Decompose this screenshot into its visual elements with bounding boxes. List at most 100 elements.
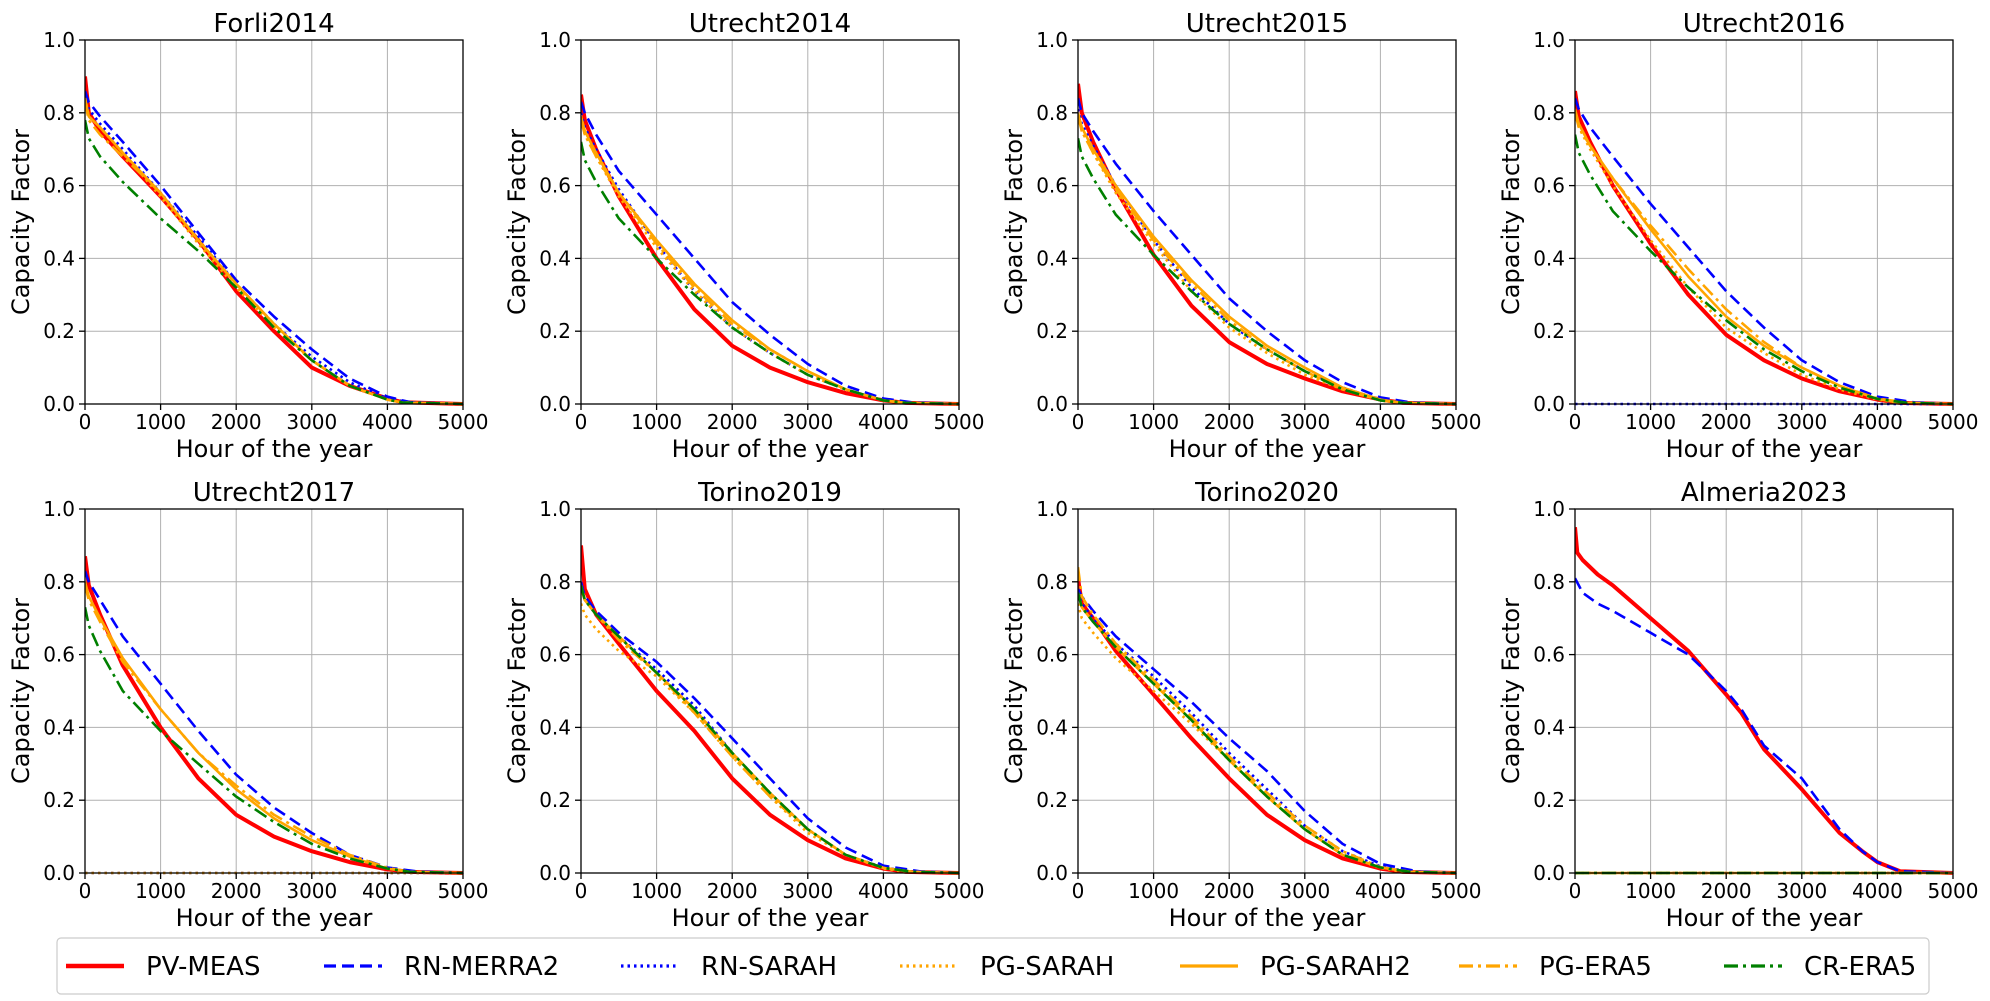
y-tick-label: 0.0 bbox=[539, 392, 571, 416]
series-group bbox=[1078, 83, 1456, 406]
x-tick-label: 0 bbox=[575, 410, 588, 434]
y-tick-label: 0.2 bbox=[539, 319, 571, 343]
series-line-pg-sarah bbox=[85, 97, 463, 406]
x-tick-label: 4000 bbox=[362, 879, 413, 903]
x-axis-label: Hour of the year bbox=[176, 904, 373, 932]
x-tick-label: 3000 bbox=[782, 410, 833, 434]
y-axis-label: Capacity Factor bbox=[503, 598, 531, 784]
y-tick-label: 1.0 bbox=[1533, 497, 1565, 521]
y-tick-label: 0.0 bbox=[1036, 392, 1068, 416]
x-tick-label: 5000 bbox=[438, 410, 489, 434]
x-axis-label: Hour of the year bbox=[672, 435, 869, 463]
legend-label: PV-MEAS bbox=[146, 952, 260, 982]
y-tick-label: 0.2 bbox=[1533, 319, 1565, 343]
y-tick-label: 0.4 bbox=[1533, 246, 1565, 270]
y-tick-label: 1.0 bbox=[539, 497, 571, 521]
chart-panel-5: 0 1000 2000 3000 4000 5000 0.0 0.2 0.4 0.6 0.8 1.0 T… bbox=[503, 478, 984, 932]
series-line-rn-sarah bbox=[1078, 108, 1456, 406]
y-tick-label: 0.4 bbox=[1036, 246, 1068, 270]
legend-entry-pv-meas: PV-MEAS bbox=[66, 952, 260, 982]
y-axis-label: Capacity Factor bbox=[7, 129, 35, 315]
series-line-rn-merra2 bbox=[1078, 588, 1456, 875]
x-tick-label: 1000 bbox=[1128, 410, 1179, 434]
x-tick-label: 2000 bbox=[211, 410, 262, 434]
x-tick-label: 1000 bbox=[1625, 879, 1676, 903]
chart-panel-3: 0 1000 2000 3000 4000 5000 0.0 0.2 0.4 0.6 0.8 1.0 U… bbox=[1497, 9, 1978, 463]
series-line-rn-sarah bbox=[581, 585, 959, 875]
y-tick-label: 1.0 bbox=[1533, 28, 1565, 52]
x-tick-label: 1000 bbox=[135, 879, 186, 903]
x-axis-label: Hour of the year bbox=[1666, 904, 1863, 932]
series-group bbox=[581, 94, 959, 406]
y-tick-label: 0.8 bbox=[1533, 570, 1565, 594]
series-line-pg-era5 bbox=[581, 588, 959, 875]
series-line-rn-merra2 bbox=[1078, 97, 1456, 406]
panel-title: Utrecht2014 bbox=[689, 9, 851, 39]
axes-frame bbox=[580, 39, 960, 405]
series-line-pv-meas bbox=[1078, 577, 1456, 875]
x-tick-label: 3000 bbox=[1776, 410, 1827, 434]
x-axis-label: Hour of the year bbox=[1666, 435, 1863, 463]
axes-frame bbox=[1077, 508, 1457, 874]
series-line-pg-sarah2 bbox=[1078, 592, 1456, 875]
series-line-pv-meas bbox=[581, 94, 959, 406]
y-tick-label: 1.0 bbox=[43, 497, 75, 521]
series-line-rn-sarah bbox=[581, 112, 959, 406]
series-group bbox=[1575, 527, 1953, 875]
x-axis-label: Hour of the year bbox=[672, 904, 869, 932]
y-tick-label: 0.4 bbox=[1036, 715, 1068, 739]
x-tick-label: 3000 bbox=[286, 879, 337, 903]
series-line-rn-merra2 bbox=[581, 581, 959, 875]
x-tick-label: 1000 bbox=[1128, 879, 1179, 903]
x-tick-label: 2000 bbox=[707, 410, 758, 434]
x-tick-label: 5000 bbox=[1928, 410, 1979, 434]
legend-label: PG-ERA5 bbox=[1539, 952, 1652, 982]
y-tick-label: 0.4 bbox=[1533, 715, 1565, 739]
legend-entry-rn-sarah: RN-SARAH bbox=[621, 952, 837, 982]
series-line-pg-sarah2 bbox=[581, 116, 959, 406]
series-line-pg-era5 bbox=[581, 119, 959, 406]
series-line-rn-merra2 bbox=[581, 101, 959, 406]
series-line-pg-era5 bbox=[1575, 112, 1953, 406]
panel-title: Forli2014 bbox=[213, 9, 334, 39]
series-line-pg-era5 bbox=[85, 101, 463, 406]
series-line-cr-era5 bbox=[85, 119, 463, 406]
series-line-cr-era5 bbox=[581, 141, 959, 406]
series-line-pg-era5 bbox=[1078, 567, 1456, 875]
series-line-rn-sarah bbox=[1078, 592, 1456, 875]
series-line-rn-merra2 bbox=[85, 90, 463, 406]
y-tick-label: 1.0 bbox=[1036, 28, 1068, 52]
y-tick-label: 0.4 bbox=[43, 715, 75, 739]
x-tick-label: 3000 bbox=[1776, 879, 1827, 903]
y-tick-label: 0.8 bbox=[539, 570, 571, 594]
series-line-pg-sarah bbox=[581, 603, 959, 875]
x-tick-label: 4000 bbox=[362, 410, 413, 434]
x-tick-label: 5000 bbox=[1431, 879, 1482, 903]
y-tick-label: 1.0 bbox=[43, 28, 75, 52]
axes-frame bbox=[1077, 39, 1457, 405]
y-tick-label: 0.2 bbox=[1036, 319, 1068, 343]
series-line-pv-meas bbox=[1575, 527, 1953, 875]
series-group bbox=[581, 545, 959, 875]
legend-entry-rn-merra2: RN-MERRA2 bbox=[324, 952, 559, 982]
series-line-rn-sarah bbox=[85, 94, 463, 406]
y-tick-label: 0.6 bbox=[539, 174, 571, 198]
series-group bbox=[85, 76, 463, 406]
y-tick-label: 0.0 bbox=[1533, 861, 1565, 885]
series-line-rn-merra2 bbox=[85, 570, 463, 875]
series-line-rn-merra2 bbox=[1575, 577, 1953, 875]
y-axis-label: Capacity Factor bbox=[503, 129, 531, 315]
x-tick-label: 2000 bbox=[1701, 879, 1752, 903]
y-tick-label: 0.8 bbox=[539, 101, 571, 125]
y-tick-label: 0.2 bbox=[43, 788, 75, 812]
x-tick-label: 5000 bbox=[1928, 879, 1979, 903]
x-tick-label: 4000 bbox=[858, 410, 909, 434]
axes-frame bbox=[1574, 508, 1954, 874]
x-axis-label: Hour of the year bbox=[1169, 904, 1366, 932]
legend: PV-MEAS RN-MERRA2 RN-SARAH PG-SARAH PG-SARAH… bbox=[56, 937, 1930, 995]
chart-panel-0: 0 1000 2000 3000 4000 5000 0.0 0.2 0.4 0.6 0.8 1.0 F… bbox=[7, 9, 488, 463]
y-tick-label: 0.0 bbox=[43, 392, 75, 416]
x-tick-label: 2000 bbox=[1701, 410, 1752, 434]
y-tick-label: 0.0 bbox=[1533, 392, 1565, 416]
panel-title: Torino2020 bbox=[1194, 478, 1339, 508]
